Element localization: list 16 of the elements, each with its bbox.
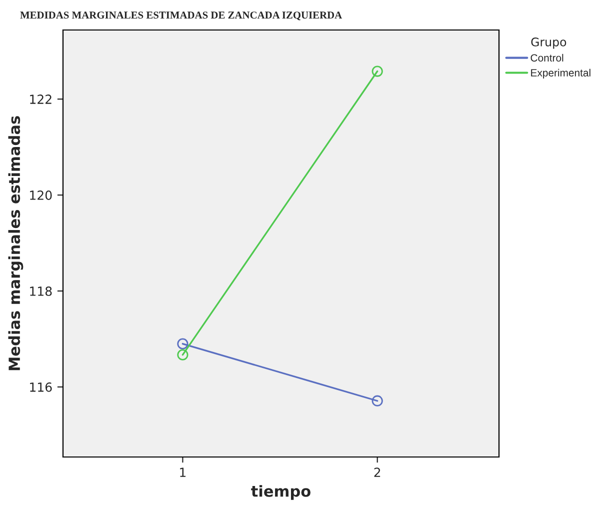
legend-label: Experimental	[531, 68, 590, 79]
x-tick-label: 2	[374, 468, 380, 477]
point	[372, 66, 383, 77]
point	[177, 349, 188, 360]
point	[372, 395, 383, 406]
y-tick-label: 118	[30, 286, 52, 296]
y-tick-label: 120	[30, 190, 52, 200]
y-axis-title: Medias marginales estimadas	[8, 116, 24, 370]
point	[177, 338, 188, 350]
chart-title: MEDIDAS MARGINALES ESTIMADAS DE ZANCADA IZQUIERDA	[20, 12, 342, 20]
legend-label: Control	[530, 54, 564, 62]
x-tick-label: 1	[180, 468, 186, 477]
legend-title: Grupo	[531, 38, 566, 49]
y-tick-label: 116	[30, 382, 52, 392]
x-axis-title: tiempo	[251, 485, 310, 500]
y-tick-label: 122	[30, 94, 52, 104]
